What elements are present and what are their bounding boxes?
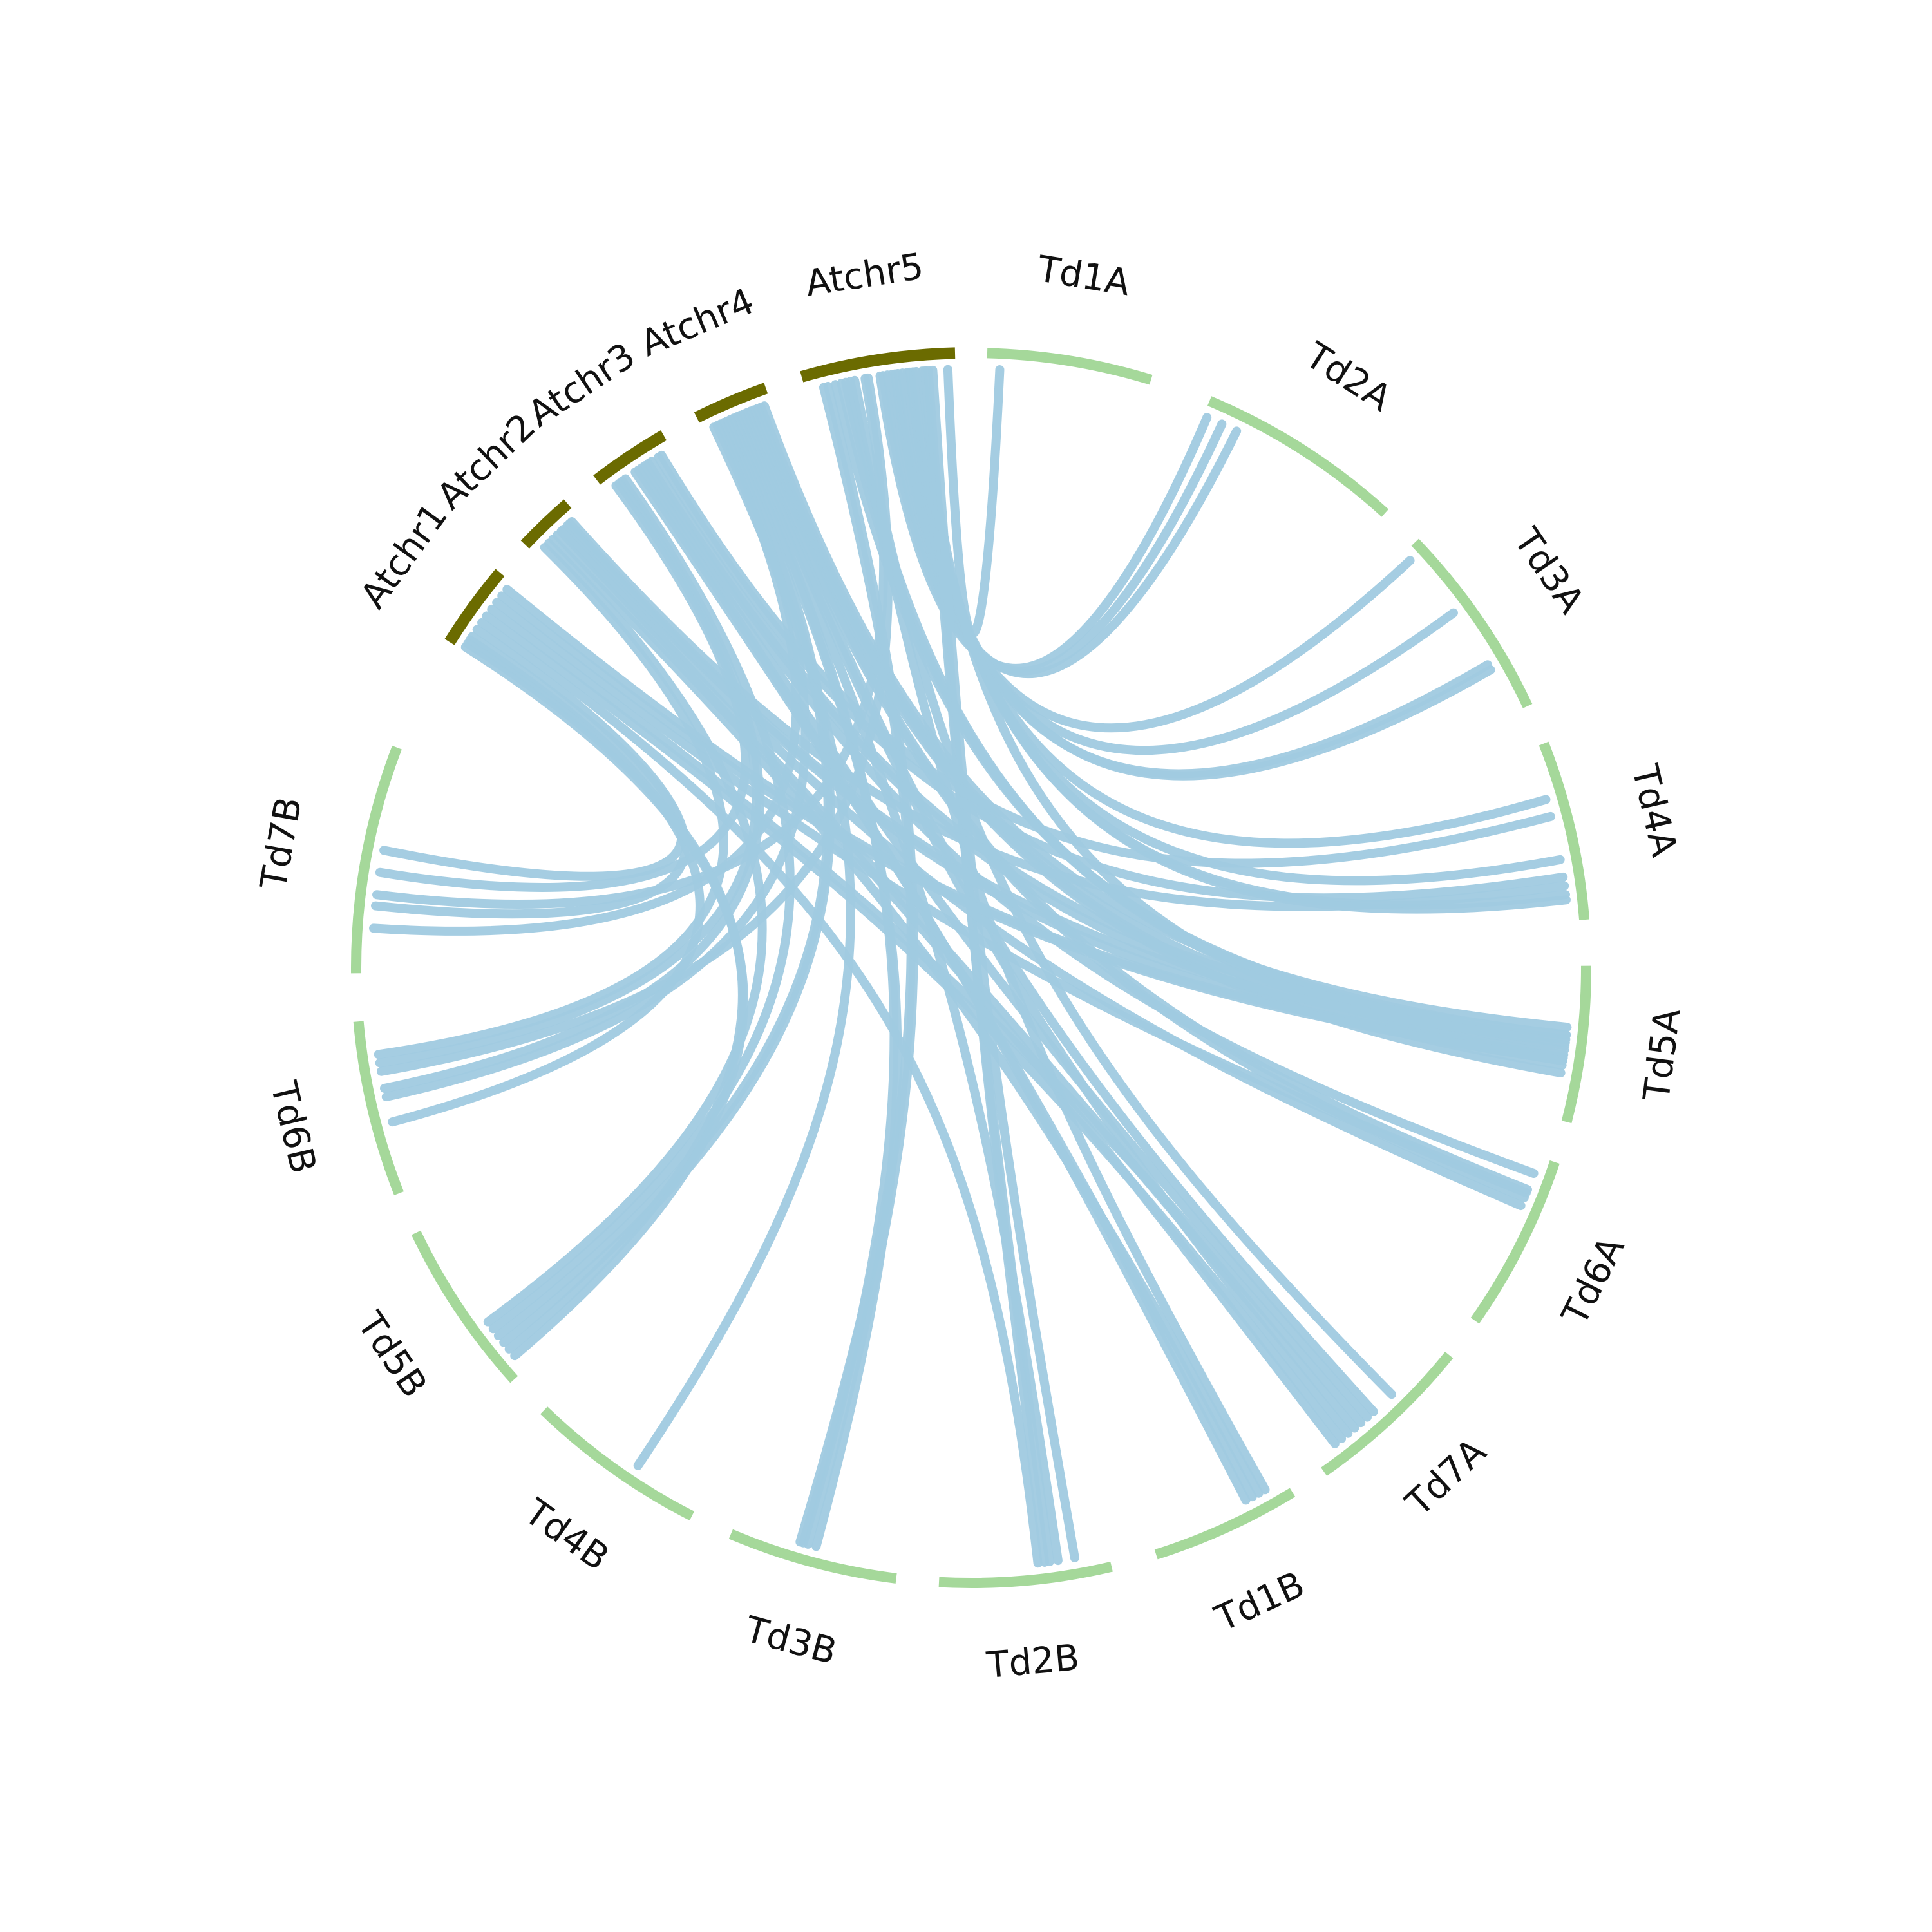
label-atchr5: Atchr5 [802,245,926,305]
synteny-links [369,365,1572,1568]
segment-td6b [353,1021,404,1195]
label-td4b: Td4B [516,1491,617,1579]
segment-td3a [1411,538,1533,708]
link-atchr1-td7b [379,632,687,881]
link-atchr5-td3a [890,369,1458,755]
link-atchr2-td5b [483,538,767,1327]
link-atchr4-td5b [493,418,833,1340]
label-td2a: Td2A [1298,334,1399,420]
segment-td5b [411,1230,518,1383]
link-atchr3-td6a [640,461,1539,1178]
label-td3a: Td3A [1505,520,1593,621]
label-td1b: Td1B [1209,1564,1311,1640]
link-atchr1-td6a [492,598,1531,1198]
segment-td2a [1207,396,1389,517]
link-atchr1-td7a [487,604,1366,1428]
label-td5a: Td5A [1636,1006,1689,1104]
segment-atchr2 [520,499,572,549]
label-td3b: Td3B [740,1609,841,1673]
link-atchr1-td7b [371,625,690,919]
label-td1a: Td1A [1034,248,1133,304]
label-atchr2: Atchr2 [429,406,544,518]
segment-td2b [938,1561,1113,1588]
label-td6a: Td6A [1554,1230,1633,1332]
label-td6b: Td6B [262,1077,324,1177]
segment-td3b [728,1529,897,1584]
link-atchr5-td5a [917,366,1568,1063]
segment-td4b [540,1406,695,1521]
segment-td1a [987,348,1153,385]
label-atchr3: Atchr3 [521,335,643,435]
link-atchr2-td4a [567,516,1569,911]
link-atchr5-td4a [905,367,1565,886]
segment-td1b [1154,1488,1296,1560]
segment-td7b [351,745,402,974]
chromosome-labels: Td1A Td2A Td3A Td4A Td5A Td6A Td7A Td1B Td2B Td3B… [252,245,1689,1687]
segment-td6a [1470,1160,1560,1324]
label-td4a: Td4A [1624,761,1685,861]
link-atchr3-td4a [654,453,1568,903]
segment-atchr1 [444,569,505,645]
chromosome-ring [351,347,1591,1588]
link-atchr4-td3b [726,415,902,1551]
segment-td7a [1321,1351,1454,1476]
link-atchr5-td7a [850,375,1396,1399]
label-td5b: Td5B [348,1304,435,1405]
label-td7a: Td7A [1397,1430,1494,1524]
link-atchr4-td7a [739,409,1378,1416]
link-atchr1-td5b [460,642,748,1361]
label-atchr1: Atchr1 [352,496,456,616]
link-atchr5-td2b [928,365,1079,1562]
link-atchr1-td7a [482,611,1347,1443]
segment-atchr3 [593,430,667,485]
label-td7b: Td7B [252,794,310,893]
segment-td4a [1539,741,1590,920]
segment-atchr5 [800,347,956,383]
link-atchr2-td6a [558,525,1526,1211]
link-atchr3-td5a [643,459,1569,1059]
segment-td5a [1561,965,1591,1124]
segment-atchr4 [694,383,768,423]
label-atchr4: Atchr4 [634,280,760,365]
link-atchr1-td2b [477,618,1043,1568]
label-td2b: Td2B [985,1637,1081,1687]
link-atchr3-td5b [488,474,795,1334]
link-atchr1-td5a [497,591,1567,1066]
